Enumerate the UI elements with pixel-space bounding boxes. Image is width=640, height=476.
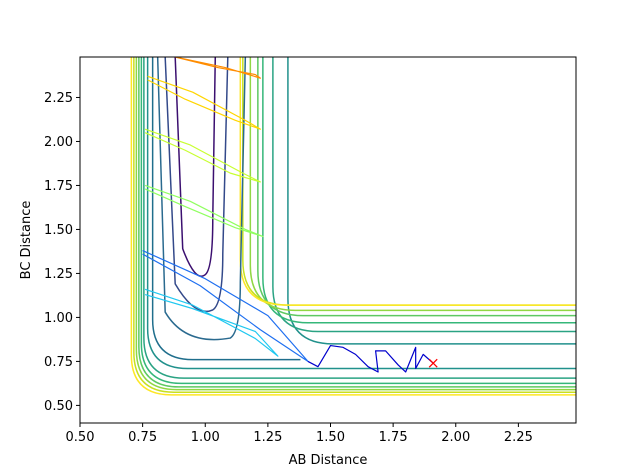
plateau-contour-line — [287, 57, 576, 345]
plot-frame — [79, 56, 577, 424]
valley-contour-line — [138, 57, 576, 388]
trajectory-line — [144, 288, 279, 357]
plateau-contour-line — [262, 57, 576, 324]
valley-contour-line — [140, 57, 576, 385]
trajectory-line — [175, 57, 261, 79]
x-axis-ticks: 0.50 0.75 1.00 1.25 1.50 1.75 2.00 2.25 — [66, 423, 533, 445]
x-tick-label: 1.25 — [253, 430, 282, 445]
valley-contour-line — [146, 57, 576, 370]
x-tick-label: 0.75 — [128, 430, 157, 445]
y-tick-label: 2.25 — [44, 91, 73, 106]
valley-contour-line — [130, 57, 576, 396]
y-tick-label: 0.75 — [44, 355, 73, 370]
y-tick-label: 1.50 — [44, 223, 73, 238]
trajectory-line — [144, 128, 261, 183]
trajectory-line — [307, 344, 434, 373]
x-tick-label: 0.50 — [66, 430, 95, 445]
y-tick-label: 0.50 — [44, 399, 73, 414]
valley-contour-line — [151, 57, 301, 361]
valley-contour-line — [143, 57, 576, 379]
x-tick-label: 2.00 — [441, 430, 470, 445]
well-contour-line — [174, 57, 217, 277]
y-tick-label: 1.25 — [44, 267, 73, 282]
valley-contour-line — [133, 57, 576, 393]
well-contour-line — [156, 57, 247, 341]
y-tick-label: 1.75 — [44, 179, 73, 194]
x-axis-label: AB Distance — [289, 453, 368, 468]
trajectory-line — [147, 75, 261, 130]
y-axis-label: BC Distance — [19, 201, 34, 280]
x-tick-label: 1.00 — [191, 430, 220, 445]
trajectory-line — [144, 184, 264, 238]
plot-content — [130, 57, 576, 396]
well-contour-line — [164, 57, 229, 313]
x-tick-label: 1.50 — [316, 430, 345, 445]
y-tick-label: 2.00 — [44, 135, 73, 150]
x-tick-label: 1.75 — [379, 430, 408, 445]
y-tick-label: 1.00 — [44, 311, 73, 326]
end-point-marker — [428, 358, 438, 368]
x-tick-label: 2.25 — [504, 430, 533, 445]
y-axis-ticks: 0.50 0.75 1.00 1.25 1.50 1.75 2.00 2.25 — [44, 91, 80, 414]
plateau-contour-line — [272, 57, 576, 333]
valley-contour-line — [135, 57, 576, 391]
